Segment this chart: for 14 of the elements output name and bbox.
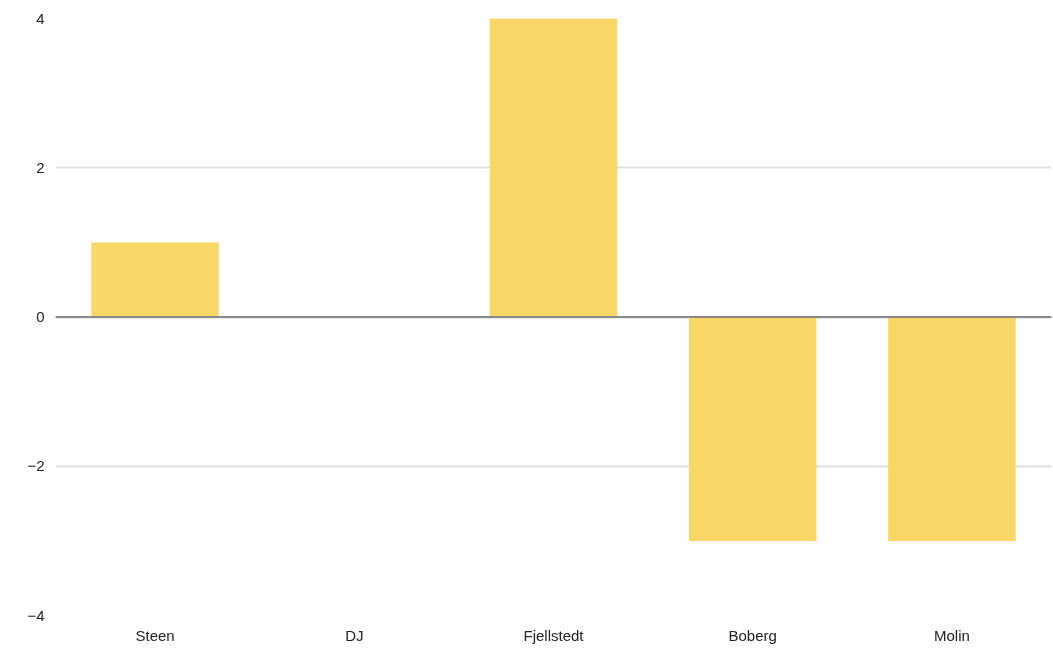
bar — [688, 317, 817, 541]
x-tick-label: Boberg — [728, 626, 777, 644]
y-tick-label: 2 — [36, 158, 45, 176]
x-tick-label: Molin — [933, 626, 970, 644]
y-tick-label: −2 — [27, 457, 45, 475]
y-tick-label: −4 — [27, 606, 45, 624]
y-tick-label: 4 — [36, 9, 45, 27]
x-tick-label: Steen — [135, 626, 175, 644]
x-tick-label: DJ — [345, 626, 364, 644]
bar — [489, 18, 618, 317]
y-tick-label: 0 — [36, 308, 45, 325]
bar — [91, 242, 219, 317]
x-tick-label: Fjellstedt — [523, 626, 585, 644]
bar — [888, 317, 1016, 541]
